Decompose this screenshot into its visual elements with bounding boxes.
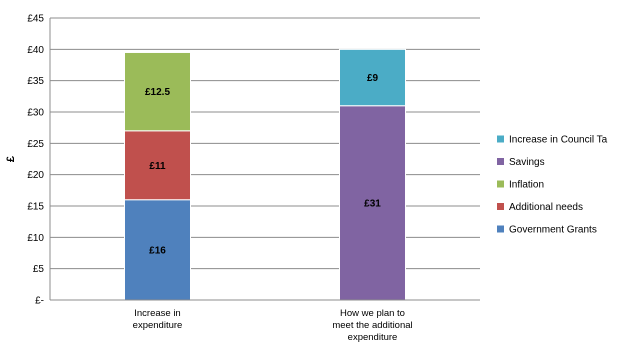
axes: £- £5 £10 £15 £20 £25 £30 £35 £40 £45 £ Increase in… bbox=[5, 14, 480, 343]
y-tick-label: £10 bbox=[27, 233, 44, 244]
legend-entry: Government Grants bbox=[509, 225, 597, 236]
legend: Increase in Council Ta Savings Inflation Ad… bbox=[497, 135, 608, 236]
y-tick-label: £35 bbox=[27, 76, 44, 87]
bar-segment bbox=[124, 199, 191, 301]
data-label: £9 bbox=[367, 73, 379, 84]
x-tick-label: meet the additional bbox=[332, 320, 412, 331]
legend-swatch bbox=[497, 158, 504, 165]
bar-segment bbox=[124, 51, 191, 132]
legend-swatch bbox=[497, 180, 504, 188]
legend-swatch bbox=[497, 203, 504, 210]
x-tick-label: How we plan to bbox=[340, 308, 405, 319]
y-tick-label: £25 bbox=[27, 139, 44, 150]
legend-entry: Inflation bbox=[509, 180, 544, 191]
data-label: £31 bbox=[364, 198, 381, 209]
y-tick-label: £5 bbox=[33, 264, 45, 275]
x-tick-label: Increase in bbox=[134, 308, 180, 319]
y-tick-label: £- bbox=[35, 296, 44, 307]
y-tick-label: £20 bbox=[27, 170, 44, 181]
y-axis-label: £ bbox=[5, 156, 17, 162]
x-tick-label: expenditure bbox=[348, 332, 398, 343]
y-tick-label: £30 bbox=[27, 108, 44, 119]
bar-segment bbox=[339, 105, 406, 301]
legend-swatch bbox=[497, 225, 504, 233]
y-tick-label: £45 bbox=[27, 14, 44, 25]
legend-entry: Savings bbox=[509, 157, 545, 168]
data-label: £16 bbox=[149, 245, 166, 256]
bars: £16 £11 £12.5 £31 £9 bbox=[124, 48, 406, 301]
legend-entry: Additional needs bbox=[509, 202, 583, 213]
data-label: £12.5 bbox=[145, 87, 170, 98]
bar-segment bbox=[339, 48, 406, 107]
legend-entry: Increase in Council Ta bbox=[509, 135, 608, 146]
gridlines bbox=[50, 17, 480, 270]
x-tick-label: expenditure bbox=[133, 320, 183, 331]
data-label: £11 bbox=[149, 161, 166, 172]
y-tick-label: £40 bbox=[27, 45, 44, 56]
legend-swatch bbox=[497, 135, 504, 143]
y-tick-label: £15 bbox=[27, 202, 44, 213]
